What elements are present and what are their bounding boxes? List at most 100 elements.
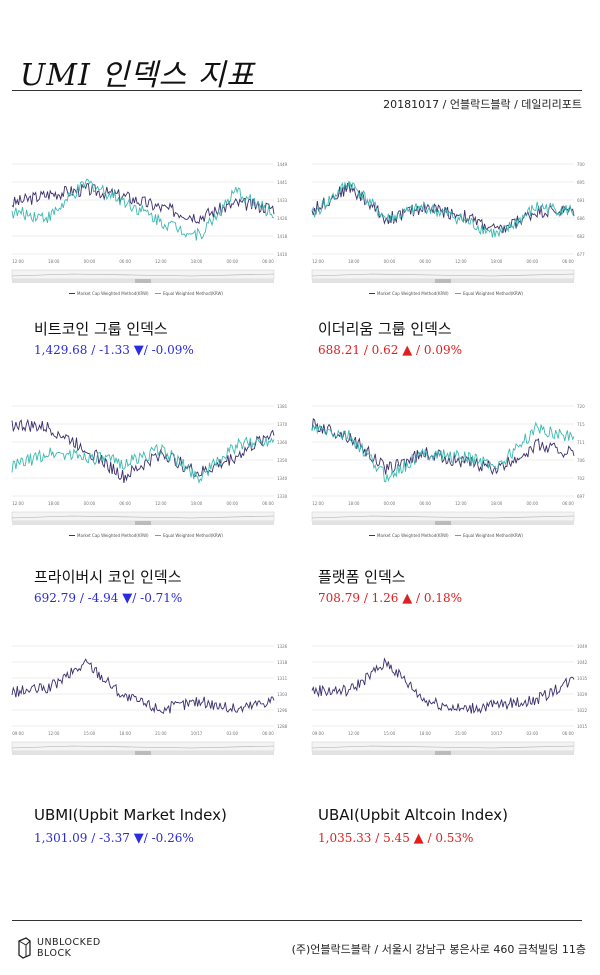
x-tick-label: 00:00 [84, 501, 96, 506]
chart-privacy: 1381 1370 1360 1350 1340 1330 12:00 18:00 00:00 0… [11, 404, 288, 538]
chart-ubai: 1049 1042 1035 1029 1022 1015 09:00 12:00 15:00 1… [311, 644, 588, 755]
index-pct: 0.53% [435, 831, 474, 845]
up-arrow-icon: ▲ [413, 831, 424, 846]
index-value: 1,301.09 [34, 831, 88, 845]
x-tick-label: 06:00 [119, 259, 131, 264]
x-tick-label: 06:00 [119, 501, 131, 506]
unblocked-block-logo: UNBLOCKED BLOCK [18, 937, 101, 959]
x-tick-label: 12:00 [348, 731, 360, 736]
x-tick-label: 18:00 [491, 501, 503, 506]
y-tick-label: 1350 [277, 458, 288, 463]
y-tick-label: 711 [577, 440, 585, 445]
x-tick-label: 18:00 [191, 501, 203, 506]
y-tick-label: 715 [577, 422, 585, 427]
y-tick-label: 1022 [577, 708, 588, 713]
index-pct: -0.71% [140, 591, 183, 605]
x-tick-label: 09:00 [12, 731, 24, 736]
x-tick-label: 06:00 [419, 259, 431, 264]
x-tick-label: 12:00 [155, 501, 167, 506]
chart-card-ubai: 1049 1042 1035 1029 1022 1015 09:00 12:00 15:00 1… [302, 640, 592, 780]
y-tick-label: 706 [577, 458, 585, 463]
x-tick-label: 00:00 [384, 501, 396, 506]
y-tick-label: 1326 [277, 644, 288, 649]
y-tick-label: 1418 [277, 234, 288, 239]
index-stat: 692.79 / -4.94 ▼/ -0.71% [34, 591, 183, 606]
x-tick-label: 06:00 [419, 501, 431, 506]
series-line-0 [311, 657, 575, 714]
y-tick-label: 1360 [277, 440, 288, 445]
navigator-scroll-thumb [435, 521, 451, 525]
y-tick-label: 677 [577, 252, 585, 257]
company-address: (주)언블락드블락 / 서울시 강남구 봉은사로 460 금척빌딩 11층 [291, 943, 586, 956]
chart-card-platform: 720 715 711 706 702 697 12:00 18:00 00:00 06:00 12… [302, 400, 592, 550]
page-title: UMI 인덱스 지표 [20, 58, 255, 93]
x-tick-label: 12:00 [312, 259, 324, 264]
down-arrow-icon: ▼ [133, 831, 144, 846]
navigator-scroll-thumb [135, 521, 151, 525]
x-tick-label: 06:00 [562, 501, 574, 506]
y-tick-label: 1370 [277, 422, 288, 427]
series-line-1 [11, 436, 275, 484]
legend-label-purple: Market Cap Weighted Method(KRW) [77, 291, 149, 296]
x-tick-label: 00:00 [527, 259, 539, 264]
x-tick-label: 03:00 [527, 731, 539, 736]
navigator-line [11, 273, 275, 277]
index-name: 이더리움 그룹 인덱스 [318, 320, 452, 338]
x-tick-label: 00:00 [527, 501, 539, 506]
x-tick-label: 12:00 [455, 501, 467, 506]
legend-label-teal: Equal Weighted Method(KRW) [463, 291, 523, 296]
index-name: 비트코인 그룹 인덱스 [34, 320, 168, 338]
x-tick-label: 06:00 [562, 259, 574, 264]
y-tick-label: 1433 [277, 198, 288, 203]
up-arrow-icon: ▲ [402, 591, 413, 606]
series-line-0 [311, 182, 575, 234]
x-tick-label: 03:00 [227, 731, 239, 736]
x-tick-label: 12:00 [12, 259, 24, 264]
x-tick-label: 18:00 [348, 259, 360, 264]
x-tick-label: 06:00 [262, 731, 274, 736]
index-change: -4.94 [87, 591, 119, 605]
legend-label-teal: Equal Weighted Method(KRW) [463, 533, 523, 538]
x-tick-label: 00:00 [84, 259, 96, 264]
y-tick-label: 1035 [577, 676, 588, 681]
navigator-scroll-thumb [435, 279, 451, 283]
legend-label-purple: Market Cap Weighted Method(KRW) [377, 533, 449, 538]
index-change: 0.62 [371, 343, 399, 357]
x-tick-label: 18:00 [348, 501, 360, 506]
chart-card-ethereum: 700 695 691 686 682 677 12:00 18:00 00:00 06:00 12… [302, 158, 592, 308]
y-tick-label: 1303 [277, 692, 288, 697]
navigator-scroll-thumb [435, 751, 451, 755]
legend-label-purple: Market Cap Weighted Method(KRW) [377, 291, 449, 296]
y-tick-label: 691 [577, 198, 585, 203]
index-change: 1.26 [371, 591, 399, 605]
x-tick-label: 21:00 [455, 731, 467, 736]
y-tick-label: 720 [577, 404, 585, 409]
header-rule [12, 90, 582, 91]
up-arrow-icon: ▲ [402, 343, 413, 358]
x-tick-label: 00:00 [227, 501, 239, 506]
y-tick-label: 697 [577, 494, 585, 499]
index-change: -3.37 [99, 831, 130, 845]
y-tick-label: 1330 [277, 494, 288, 499]
index-name: UBAI(Upbit Altcoin Index) [318, 806, 508, 824]
x-tick-label: 00:00 [227, 259, 239, 264]
x-tick-label: 06:00 [262, 501, 274, 506]
x-tick-label: 12:00 [12, 501, 24, 506]
x-tick-label: 18:00 [48, 501, 60, 506]
y-tick-label: 1288 [277, 724, 288, 729]
x-tick-label: 00:00 [384, 259, 396, 264]
index-stat: 1,301.09 / -3.37 ▼/ -0.26% [34, 831, 194, 846]
chart-card-bitcoin: 1449 1441 1433 1426 1418 1410 12:00 18:00 00:00 0… [2, 158, 292, 308]
series-line-1 [311, 421, 575, 483]
x-tick-label: 06:00 [262, 259, 274, 264]
y-tick-label: 1340 [277, 476, 288, 481]
y-tick-label: 1449 [277, 162, 288, 167]
y-tick-label: 1029 [577, 692, 588, 697]
x-tick-label: 09:00 [312, 731, 324, 736]
series-line-1 [311, 180, 575, 238]
index-stat: 1,429.68 / -1.33 ▼/ -0.09% [34, 343, 194, 358]
logo-text-line1: UNBLOCKED [37, 937, 101, 948]
y-tick-label: 695 [577, 180, 585, 185]
chart-ubmi: 1326 1318 1311 1303 1296 1288 09:00 12:00 15:00 1… [11, 644, 288, 755]
index-name: 플랫폼 인덱스 [318, 568, 406, 586]
